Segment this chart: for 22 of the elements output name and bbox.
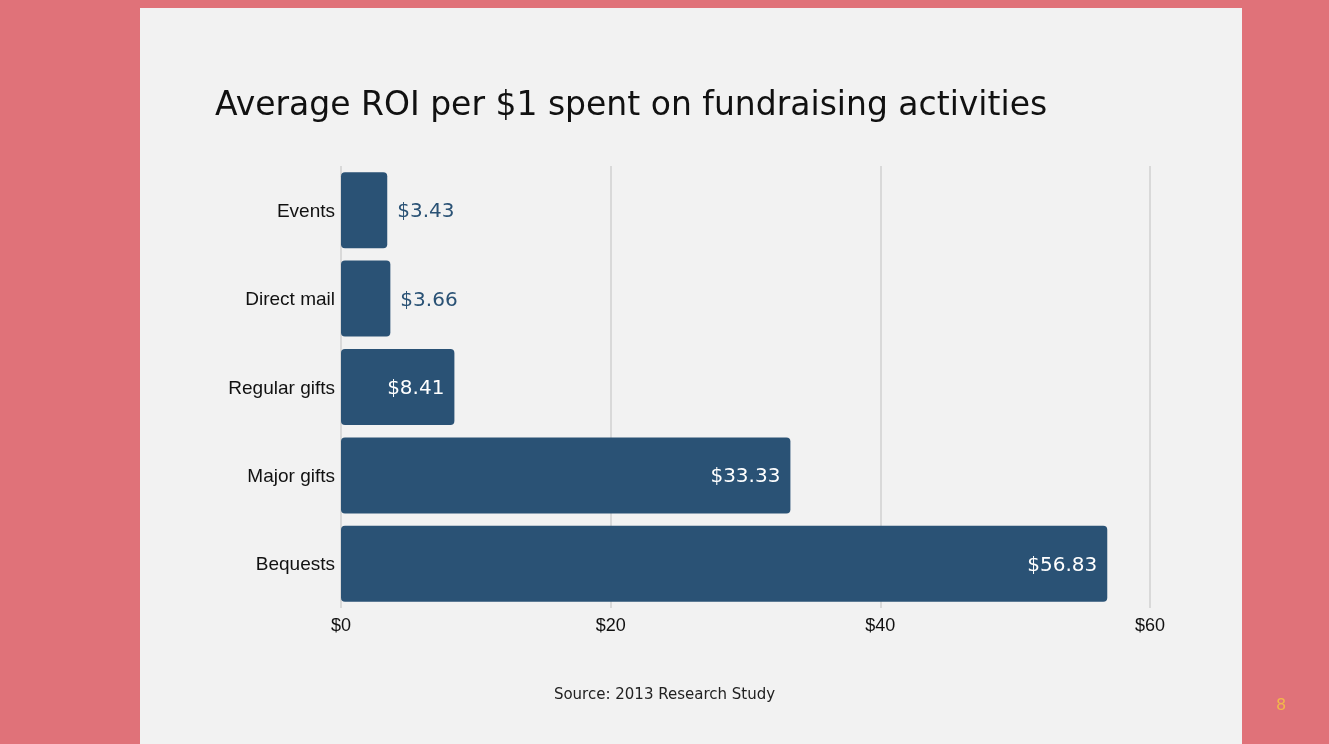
chart-title: Average ROI per $1 spent on fundraising activities [215,84,1048,123]
data-label: $56.83 [1027,551,1098,576]
x-tick-label: $60 [1134,615,1166,635]
y-tick-label: Major gifts [247,464,335,486]
data-label: $3.43 [397,198,455,223]
data-label: $33.33 [710,463,781,488]
x-tick-label: $40 [865,615,896,635]
bar [341,348,455,426]
bar [341,260,391,337]
bar [341,525,1108,602]
y-tick-label: Events [276,199,335,221]
data-label: $8.41 [387,375,445,399]
x-tick-label: $20 [595,615,626,635]
bar [341,437,791,514]
x-tick-label: $0 [330,615,352,635]
y-tick-label: Regular gifts [228,376,335,398]
data-label: $3.66 [400,286,458,311]
y-tick-label: Direct mail [245,288,335,310]
source-note: Source: 2013 Research Study [553,684,776,703]
y-tick-label: Bequests [255,553,335,575]
text: 8 [1276,694,1287,714]
bar [341,172,388,249]
